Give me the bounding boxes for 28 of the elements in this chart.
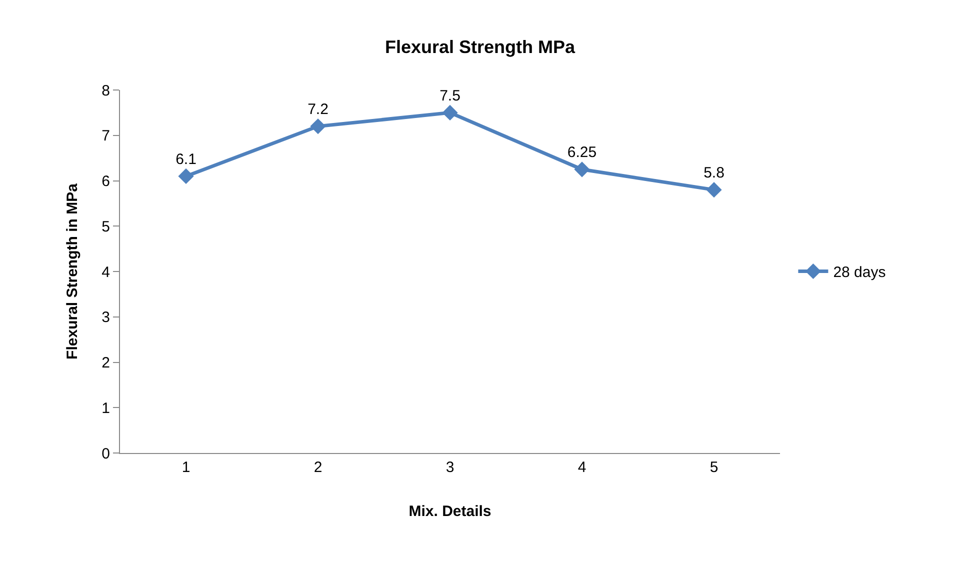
- x-axis-title: Mix. Details: [408, 503, 492, 520]
- x-tick-label: 5: [710, 459, 718, 476]
- y-tick-label: 4: [102, 264, 110, 281]
- y-tick-label: 1: [102, 400, 110, 417]
- y-tick-label: 7: [102, 128, 110, 145]
- x-tick-label: 3: [446, 459, 454, 476]
- data-label: 7.5: [440, 87, 460, 104]
- x-tick-label: 2: [314, 459, 322, 476]
- legend-label: 28 days: [833, 264, 886, 282]
- chart-title: Flexural Strength MPa: [384, 37, 576, 58]
- data-label: 6.1: [176, 150, 196, 168]
- x-tick-label: 1: [182, 459, 190, 476]
- y-axis-title: Flexural Strength in MPa: [64, 182, 81, 360]
- point: [574, 162, 590, 178]
- y-tick-label: 5: [102, 218, 110, 236]
- data-label: 5.8: [704, 164, 724, 182]
- y-tick-label: 2: [102, 354, 110, 372]
- y-tick-label: 6: [102, 173, 110, 190]
- y-tick-label: 3: [102, 309, 110, 326]
- y-tick-label: 8: [102, 82, 110, 100]
- point: [442, 104, 458, 120]
- data-label: 7.2: [308, 101, 328, 118]
- point: [178, 168, 194, 184]
- data-label: 6.25: [567, 144, 597, 162]
- x-tick-label: 4: [578, 459, 586, 476]
- y-tick-label: 0: [102, 445, 110, 462]
- point: [706, 182, 722, 198]
- point: [310, 118, 326, 134]
